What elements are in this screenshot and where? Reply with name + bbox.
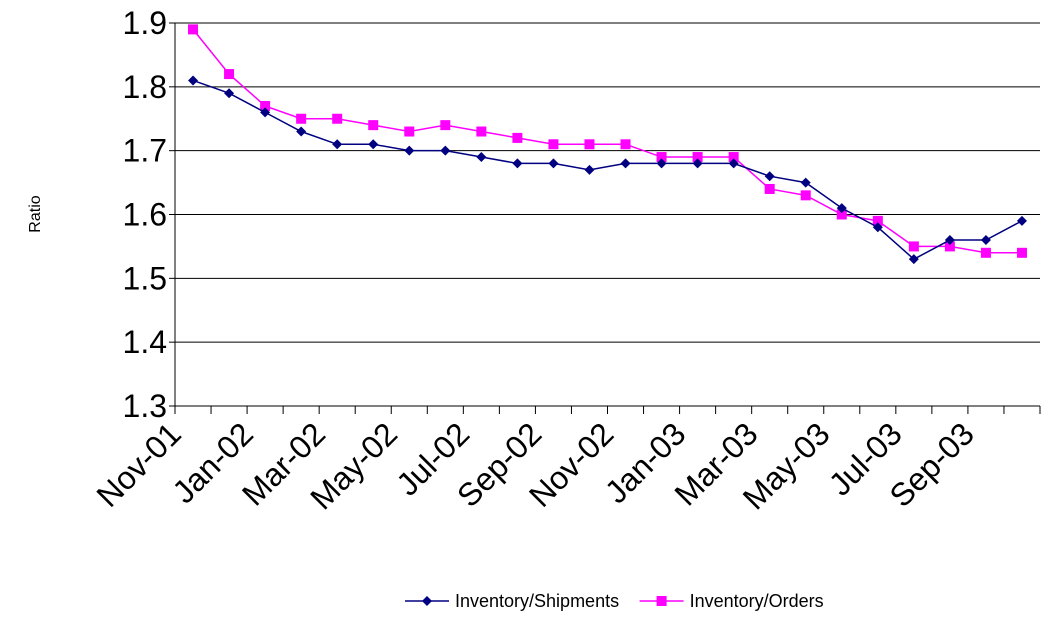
data-point bbox=[440, 145, 451, 156]
series-inventory-shipments bbox=[188, 75, 1027, 265]
data-point bbox=[368, 139, 379, 150]
data-point bbox=[620, 158, 631, 169]
data-point bbox=[908, 241, 919, 252]
data-point bbox=[908, 254, 919, 265]
y-tick-label: 1.7 bbox=[123, 133, 167, 169]
data-point bbox=[296, 113, 307, 124]
data-point bbox=[764, 183, 775, 194]
legend: Inventory/Shipments Inventory/Orders bbox=[405, 591, 824, 611]
data-point bbox=[872, 215, 883, 226]
data-point bbox=[476, 152, 487, 163]
data-point bbox=[1016, 247, 1027, 258]
data-point bbox=[836, 203, 847, 214]
data-point bbox=[260, 100, 271, 111]
data-point bbox=[980, 235, 991, 246]
data-point bbox=[728, 158, 739, 169]
data-point bbox=[404, 145, 415, 156]
data-point bbox=[548, 158, 559, 169]
data-point bbox=[656, 158, 667, 169]
data-point bbox=[440, 120, 451, 131]
y-tick-label: 1.9 bbox=[123, 5, 167, 41]
series-inventory-orders bbox=[188, 24, 1027, 258]
data-point bbox=[692, 152, 703, 163]
data-point bbox=[800, 177, 811, 188]
y-tick-label: 1.6 bbox=[123, 197, 167, 233]
series-line bbox=[192, 28, 1022, 254]
series-line bbox=[192, 79, 1023, 261]
data-point bbox=[188, 24, 199, 35]
series bbox=[188, 24, 1027, 265]
gridlines bbox=[175, 22, 1040, 343]
legend-label: Inventory/Orders bbox=[690, 591, 824, 611]
data-point bbox=[620, 139, 631, 150]
data-point bbox=[224, 69, 235, 80]
data-point bbox=[1016, 215, 1027, 226]
y-axis-label: Ratio bbox=[27, 195, 44, 232]
data-point bbox=[872, 222, 883, 233]
y-tick-label: 1.5 bbox=[123, 260, 167, 296]
x-tick-label: Nov-01 bbox=[90, 415, 188, 513]
data-point bbox=[800, 190, 811, 201]
data-point bbox=[512, 158, 523, 169]
data-point bbox=[584, 164, 595, 175]
y-tick-label: 1.8 bbox=[123, 69, 167, 105]
data-point bbox=[224, 88, 235, 99]
data-point bbox=[512, 132, 523, 143]
data-point bbox=[584, 139, 595, 150]
y-tick-labels: 1.3 1.4 1.5 1.6 1.7 1.8 1.9 bbox=[123, 5, 167, 424]
y-tick-label: 1.4 bbox=[123, 324, 167, 360]
data-point bbox=[476, 126, 487, 137]
data-point bbox=[764, 171, 775, 182]
data-point bbox=[944, 235, 955, 246]
y-tick-label: 1.3 bbox=[123, 388, 167, 424]
legend-item: Inventory/Shipments bbox=[405, 591, 619, 611]
legend-marker bbox=[656, 596, 667, 606]
data-point bbox=[836, 209, 847, 220]
data-point bbox=[728, 152, 739, 163]
data-point bbox=[404, 126, 415, 137]
legend-label: Inventory/Shipments bbox=[455, 591, 619, 611]
data-point bbox=[368, 120, 379, 131]
data-point bbox=[944, 241, 955, 252]
axes bbox=[169, 22, 1041, 414]
data-point bbox=[332, 139, 343, 150]
data-point bbox=[692, 158, 703, 169]
data-point bbox=[548, 139, 559, 150]
data-point bbox=[260, 107, 271, 118]
data-point bbox=[188, 75, 199, 86]
legend-marker bbox=[422, 596, 432, 606]
legend-item: Inventory/Orders bbox=[639, 591, 824, 611]
x-tick-labels: Nov-01Jan-02Mar-02May-02Jul-02Sep-02Nov-… bbox=[90, 415, 981, 516]
data-point bbox=[296, 126, 307, 137]
data-point bbox=[332, 113, 343, 124]
data-point bbox=[656, 152, 667, 163]
data-point bbox=[980, 247, 991, 258]
